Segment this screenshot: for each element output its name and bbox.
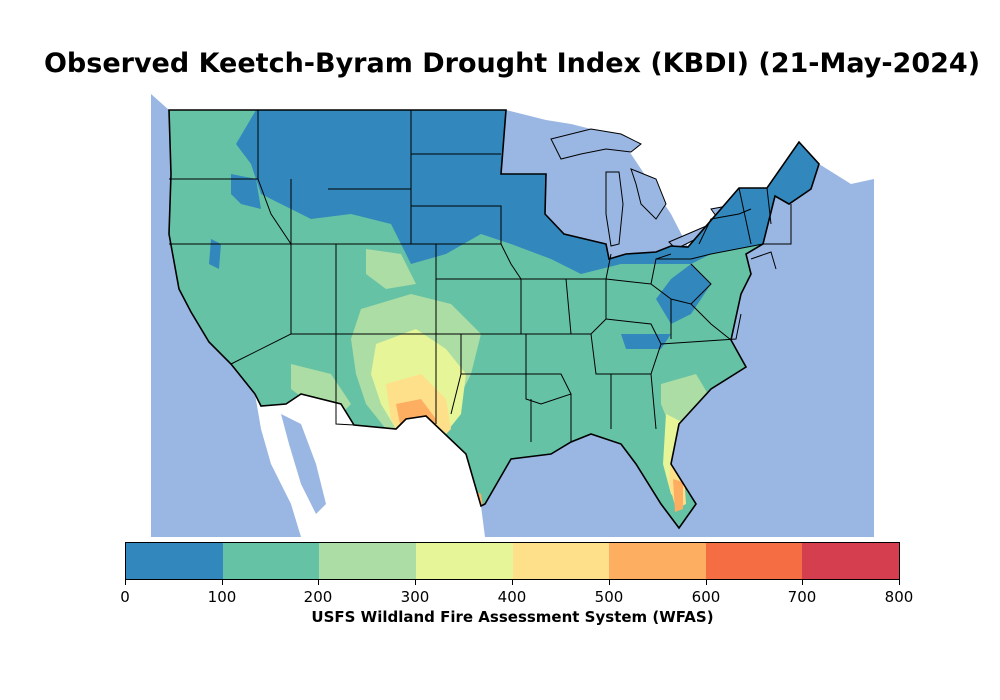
colorbar-tick-mark <box>899 580 900 585</box>
colorbar-tick-mark <box>125 580 126 585</box>
kbdi-map <box>151 84 874 537</box>
colorbar-bin-7 <box>802 543 899 579</box>
state-borders <box>169 110 792 442</box>
colorbar-tick-label: 200 <box>303 588 333 606</box>
colorbar-bin-4 <box>512 543 610 579</box>
colorbar-tick-mark <box>609 580 610 585</box>
colorbar-tick-label: 600 <box>691 588 721 606</box>
colorbar-tick-label: 800 <box>884 588 914 606</box>
colorbar-bin-2 <box>319 543 416 579</box>
colorbar-tick-mark <box>222 580 223 585</box>
map-title: Observed Keetch-Byram Drought Index (KBD… <box>43 48 981 79</box>
colorbar-bin-6 <box>705 543 803 579</box>
colorbar-tick-label: 100 <box>207 588 237 606</box>
colorbar-tick-label: 500 <box>594 588 624 606</box>
colorbar-tick-mark <box>415 580 416 585</box>
colorbar-tick-label: 400 <box>497 588 527 606</box>
colorbar-tick-label: 0 <box>120 588 130 606</box>
colorbar-bin-5 <box>609 543 706 579</box>
gulf-of-california <box>281 414 326 514</box>
colorbar-bin-3 <box>415 543 513 579</box>
lake-huron <box>630 168 667 220</box>
colorbar-tick-label: 700 <box>787 588 817 606</box>
colorbar-tick-mark <box>706 580 707 585</box>
colorbar-bin-0 <box>126 543 223 579</box>
lake-superior <box>550 128 642 160</box>
colorbar-label: USFS Wildland Fire Assessment System (WF… <box>311 608 714 626</box>
colorbar-bin-1 <box>222 543 320 579</box>
colorbar-tick-label: 300 <box>400 588 430 606</box>
colorbar-tick-mark <box>318 580 319 585</box>
lake-michigan <box>605 171 624 247</box>
colorbar-tick-mark <box>802 580 803 585</box>
us-border <box>168 109 820 530</box>
colorbar-tick-mark <box>512 580 513 585</box>
canada-land <box>151 84 874 247</box>
colorbar <box>125 542 900 580</box>
